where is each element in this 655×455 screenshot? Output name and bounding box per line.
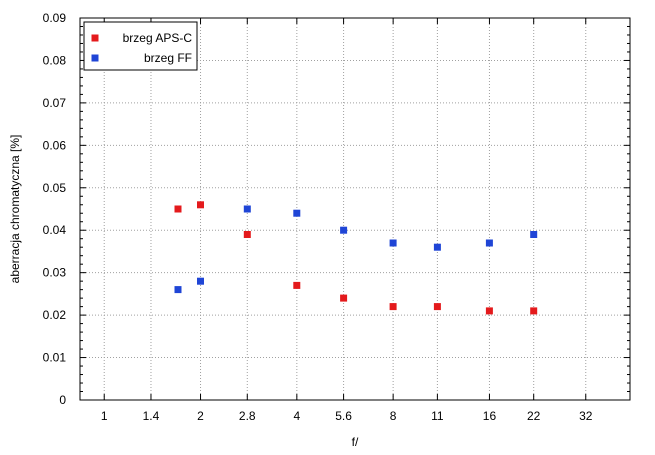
- x-tick-label: 22: [527, 409, 541, 423]
- x-axis: 1 1.4 2 2.8 4 5.6 8 11 16 22 32: [101, 18, 593, 423]
- x-tick-label: 8: [390, 409, 397, 423]
- y-tick-label: 0.05: [43, 181, 67, 195]
- y-axis-title: aberracja chromatyczna [%]: [8, 135, 22, 284]
- point-ff: [433, 243, 441, 251]
- y-axis: 0 0.01 0.02 0.03 0.04 0.05 0.06 0.07 0.08 0.09: [43, 11, 630, 407]
- point-ff: [293, 209, 301, 217]
- y-tick-label: 0.04: [43, 223, 67, 237]
- y-tick-label: 0.09: [43, 11, 67, 25]
- y-tick-label: 0.07: [43, 96, 67, 110]
- point-aps-c: [485, 307, 493, 315]
- point-ff: [485, 239, 493, 247]
- x-tick-label: 2.8: [239, 409, 256, 423]
- y-tick-label: 0.02: [43, 308, 67, 322]
- legend-marker-ff: [91, 54, 99, 62]
- legend: brzeg APS-C brzeg FF: [83, 21, 198, 71]
- point-aps-c: [530, 307, 538, 315]
- y-tick-label: 0.06: [43, 138, 67, 152]
- point-ff: [174, 286, 182, 294]
- point-aps-c: [389, 303, 397, 311]
- point-ff: [530, 231, 538, 238]
- y-tick-label: 0.03: [43, 266, 67, 280]
- point-aps-c: [243, 231, 251, 238]
- y-tick-label: 0.01: [43, 351, 67, 365]
- point-ff: [389, 239, 397, 247]
- x-tick-label: 1: [101, 409, 108, 423]
- point-aps-c: [174, 205, 182, 213]
- x-tick-label: 4: [293, 409, 300, 423]
- point-ff: [340, 226, 348, 234]
- x-tick-label: 16: [483, 409, 497, 423]
- grid: [80, 18, 630, 400]
- point-aps-c: [340, 294, 348, 302]
- x-tick-label: 1.4: [143, 409, 160, 423]
- y-tick-label: 0: [59, 393, 66, 407]
- legend-label-ff: brzeg FF: [144, 51, 192, 65]
- point-ff: [197, 277, 204, 285]
- legend-box: [83, 21, 198, 71]
- point-aps-c: [433, 303, 441, 311]
- data-points: [174, 201, 538, 315]
- plot-frame: [79, 17, 631, 401]
- x-tick-label: 2: [197, 409, 204, 423]
- x-axis-title: f/: [352, 435, 359, 449]
- x-tick-label: 32: [579, 409, 593, 423]
- legend-label-aps-c: brzeg APS-C: [123, 31, 193, 45]
- point-ff: [243, 205, 251, 213]
- legend-marker-aps-c: [91, 34, 99, 42]
- x-tick-label: 5.6: [335, 409, 352, 423]
- y-tick-label: 0.08: [43, 53, 67, 67]
- y-minor-ticks: [80, 25, 630, 393]
- point-aps-c: [293, 281, 301, 289]
- point-aps-c: [197, 201, 204, 209]
- x-tick-label: 11: [431, 409, 444, 423]
